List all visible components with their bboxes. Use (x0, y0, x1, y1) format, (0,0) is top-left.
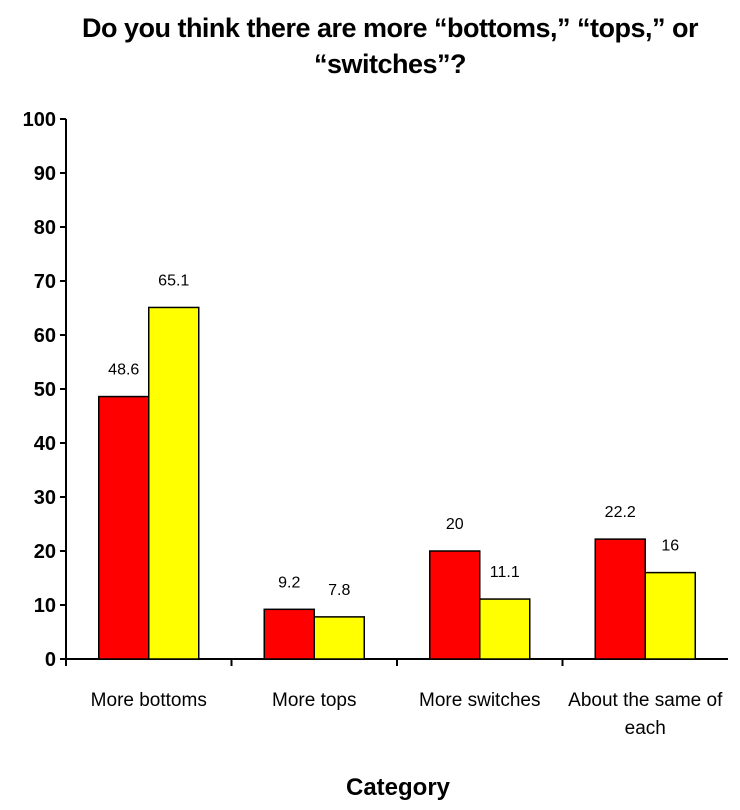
bar (263, 608, 315, 660)
chart-title-line-2: “switches”? (313, 49, 467, 79)
y-tick-label: 50 (34, 379, 56, 401)
data-label: 65.1 (158, 272, 189, 289)
bar (429, 550, 481, 660)
data-label: 11.1 (490, 564, 520, 581)
labels-group: 48.6 65.1 More bottoms 9.2 7.8 More tops 20 11.… (91, 272, 723, 739)
bar (148, 306, 200, 660)
y-tick-label: 80 (34, 217, 56, 239)
y-tick-label: 20 (34, 541, 56, 563)
bar (479, 598, 531, 660)
data-label: 7.8 (328, 582, 350, 599)
data-label: 9.2 (278, 574, 300, 591)
data-label: 20 (446, 516, 464, 533)
bar (644, 571, 696, 660)
y-tick-label: 30 (34, 487, 56, 509)
data-label: 48.6 (108, 362, 139, 379)
bar (594, 538, 646, 660)
y-tick-label: 0 (45, 649, 56, 671)
data-label: 16 (661, 538, 679, 555)
y-tick-label: 60 (34, 325, 56, 347)
data-label: 22.2 (605, 504, 636, 521)
bar (98, 395, 150, 660)
x-tick-label: More bottoms (91, 690, 207, 711)
bar (313, 616, 365, 660)
x-tick-label: About the same of (568, 690, 723, 711)
x-tick-label: each (625, 718, 666, 739)
x-tick-label: More tops (272, 690, 356, 711)
bars-group (98, 306, 696, 660)
y-tick-label: 90 (34, 163, 56, 185)
axes-group: 0 10 20 30 40 50 60 70 80 90 100 (23, 109, 728, 671)
chart-title-line-1: Do you think there are more “bottoms,” “… (81, 13, 699, 43)
y-tick-label: 100 (23, 109, 56, 131)
chart-title: Do you think there are more “bottoms,” “… (40, 10, 740, 82)
y-tick-label: 40 (34, 433, 56, 455)
x-tick-label: More switches (419, 690, 540, 711)
y-tick-label: 10 (34, 595, 56, 617)
x-axis-title: Category (346, 774, 451, 801)
y-tick-label: 70 (34, 271, 56, 293)
